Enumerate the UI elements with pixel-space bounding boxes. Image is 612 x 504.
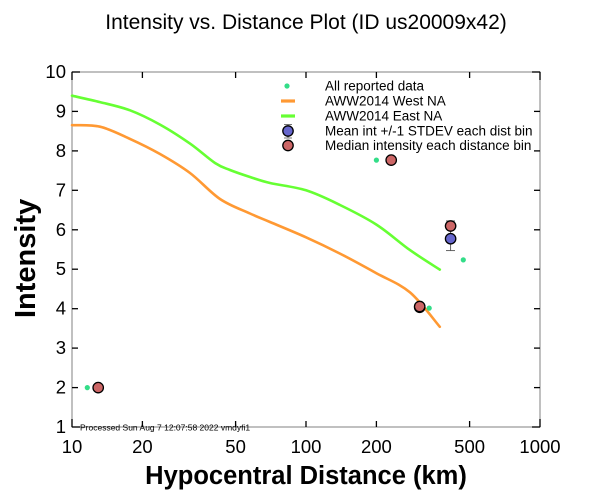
svg-text:All reported data: All reported data	[325, 79, 425, 94]
svg-text:200: 200	[361, 436, 392, 457]
svg-text:Mean int +/-1 STDEV each dist: Mean int +/-1 STDEV each dist bin	[325, 124, 532, 139]
svg-text:Median intensity each distance: Median intensity each distance bin	[325, 138, 531, 153]
svg-text:5: 5	[56, 258, 66, 279]
svg-text:6: 6	[56, 219, 66, 240]
svg-text:2: 2	[56, 377, 66, 398]
svg-text:4: 4	[56, 298, 66, 319]
svg-text:50: 50	[225, 436, 246, 457]
svg-text:100: 100	[291, 436, 322, 457]
svg-text:Processed Sun Aug 7 12:07:58: Processed Sun Aug 7 12:07:58 2022 vmdyfi…	[80, 423, 250, 433]
svg-text:1000: 1000	[519, 436, 560, 457]
svg-text:AWW2014 West NA: AWW2014 West NA	[325, 94, 446, 109]
svg-text:500: 500	[454, 436, 485, 457]
svg-text:10: 10	[45, 61, 66, 82]
svg-text:20: 20	[132, 436, 153, 457]
svg-text:8: 8	[56, 140, 66, 161]
svg-text:3: 3	[56, 337, 66, 358]
svg-text:9: 9	[56, 100, 66, 121]
svg-text:AWW2014 East NA: AWW2014 East NA	[325, 109, 442, 124]
svg-text:7: 7	[56, 179, 66, 200]
svg-text:10: 10	[62, 436, 83, 457]
svg-text:1: 1	[56, 416, 66, 437]
